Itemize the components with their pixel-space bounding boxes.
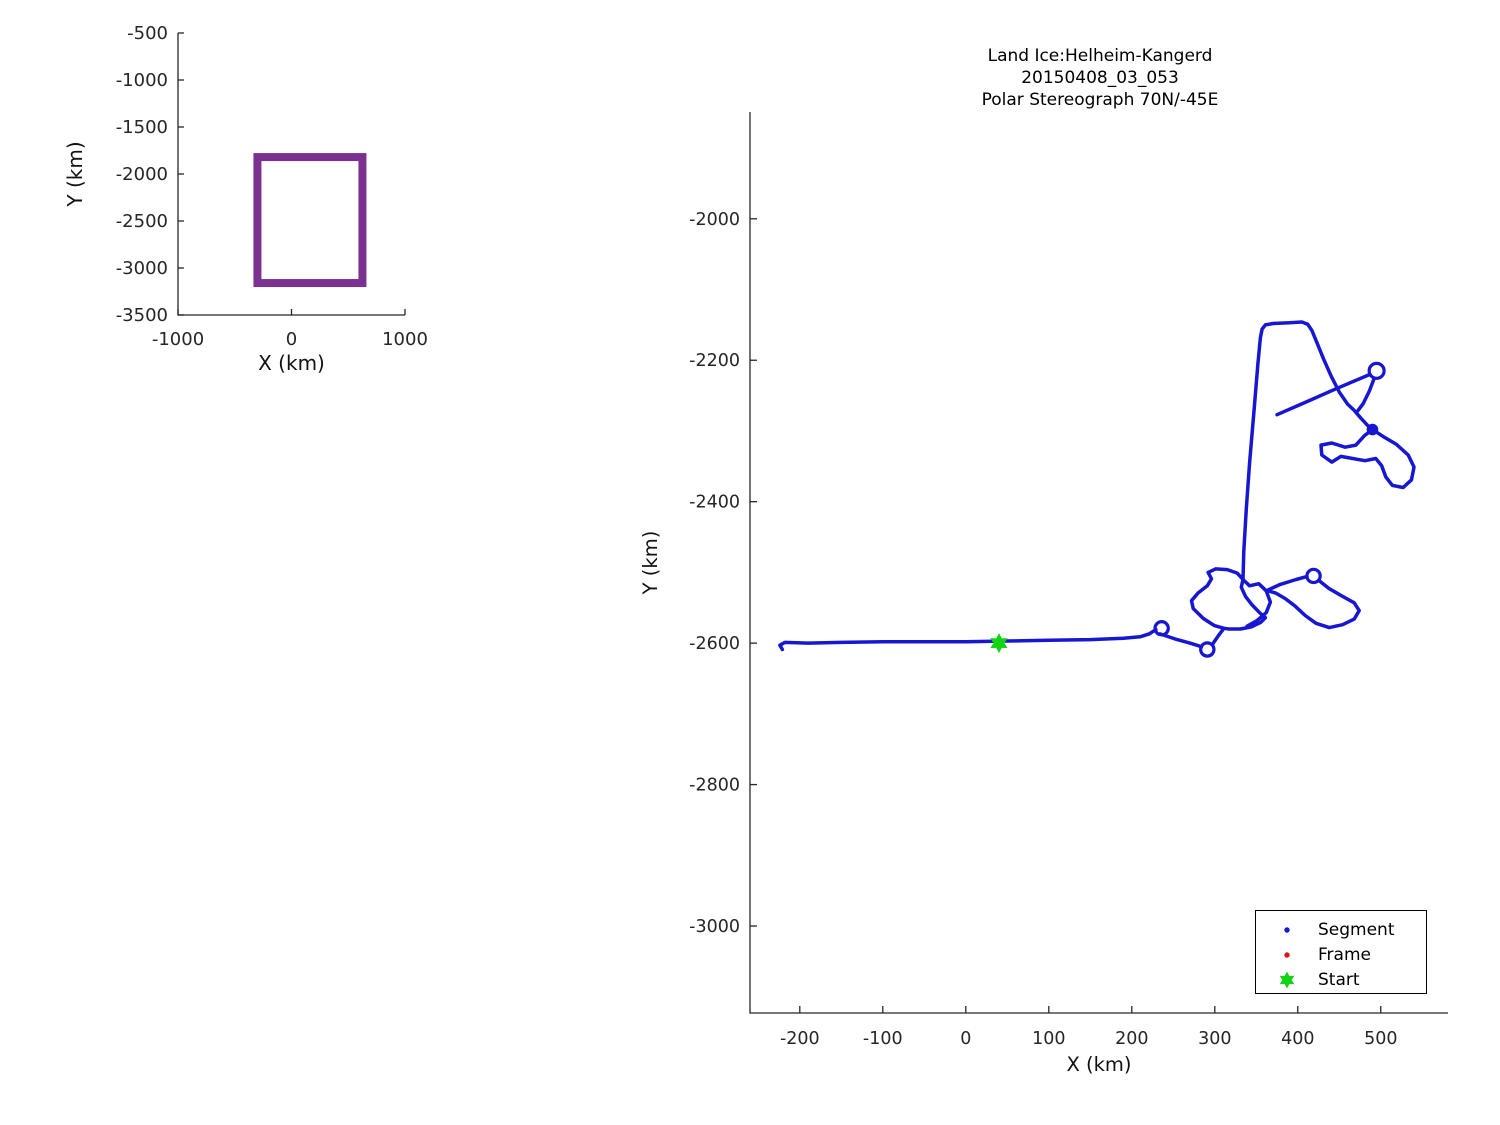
axes: -200 -100 0 100 200 300 400 500 -2000 -2200 -2400 -… [689, 112, 1448, 1049]
x-tick-label: 0 [960, 1029, 971, 1049]
x-tick-label: 400 [1281, 1029, 1314, 1049]
start-marker [990, 633, 1008, 654]
plot-title: Land Ice:Helheim-Kangerd 20150408_03_053… [750, 45, 1450, 111]
x-tick-label: -100 [863, 1029, 903, 1049]
x-tick-label: 1000 [382, 329, 428, 350]
approach-line [1210, 626, 1226, 647]
y-tick-label: -2000 [689, 210, 740, 230]
y-tick-label: -2500 [116, 211, 168, 232]
x-axis-label: X (km) [1066, 1053, 1131, 1076]
x-axis-label: X (km) [258, 351, 325, 375]
y-tick-label: -2600 [689, 634, 740, 654]
start-hexagram-icon [1279, 971, 1295, 988]
turn-circle-north [1367, 361, 1386, 380]
x-tick-label: -200 [780, 1029, 820, 1049]
y-tick-label: -3000 [689, 917, 740, 937]
y-axis-label: Y (km) [63, 141, 87, 207]
legend-label-start: Start [1318, 969, 1360, 990]
x-tick-label: 0 [286, 329, 297, 350]
legend-label-segment: Segment [1318, 919, 1395, 940]
x-tick-label: -1000 [152, 329, 204, 350]
y-tick-label: -2000 [116, 164, 168, 185]
y-tick-label: -2400 [689, 493, 740, 513]
y-tick-label: -2800 [689, 776, 740, 796]
legend-label-frame: Frame [1318, 944, 1371, 965]
y-tick-label: -3500 [116, 305, 168, 326]
transit-line [778, 627, 1158, 652]
overview-plot: -1000 0 1000 -500 -1000 -1500 -2000 -2500 -3000 -… [63, 23, 428, 375]
descent-line [1355, 376, 1376, 413]
axes: -1000 0 1000 -500 -1000 -1500 -2000 -2500 -3000 -… [116, 23, 428, 350]
plot-title-line1: Land Ice:Helheim-Kangerd [987, 46, 1213, 66]
legend-item-segment: Segment [1256, 917, 1426, 942]
y-tick-label: -1000 [116, 70, 168, 91]
x-tick-label: 500 [1364, 1029, 1397, 1049]
plot-title-line3: Polar Stereograph 70N/-45E [981, 90, 1219, 110]
kangerd-loop [1319, 427, 1416, 490]
cross-line [1158, 632, 1204, 649]
frame-dot-icon [1284, 951, 1290, 958]
y-tick-label: -1500 [116, 117, 168, 138]
north-line [1241, 320, 1375, 582]
legend-item-frame: Frame [1256, 942, 1426, 967]
legend-item-start: Start [1256, 967, 1426, 992]
y-tick-label: -500 [127, 23, 168, 44]
east-loop [1266, 579, 1361, 630]
east-diagonal [1264, 574, 1309, 593]
coverage-box [253, 153, 367, 288]
helheim-loop-inner [1241, 577, 1273, 628]
turn-circle-east [1305, 567, 1322, 585]
flight-track-plot: -200 -100 0 100 200 300 400 500 -2000 -2200 -2400 -… [639, 112, 1448, 1076]
x-tick-label: 200 [1115, 1029, 1148, 1049]
legend: Segment Frame Start [1255, 910, 1427, 994]
segment-dot-icon [1284, 926, 1290, 933]
plot-title-line2: 20150408_03_053 [1021, 68, 1179, 88]
helheim-loop [1189, 567, 1268, 631]
x-tick-label: 100 [1032, 1029, 1065, 1049]
x-tick-label: 300 [1198, 1029, 1231, 1049]
cross-diagonal [1275, 372, 1372, 417]
y-axis-label: Y (km) [639, 531, 662, 596]
y-tick-label: -3000 [116, 258, 168, 279]
y-tick-label: -2200 [689, 351, 740, 371]
turn-circle-south [1199, 641, 1216, 658]
